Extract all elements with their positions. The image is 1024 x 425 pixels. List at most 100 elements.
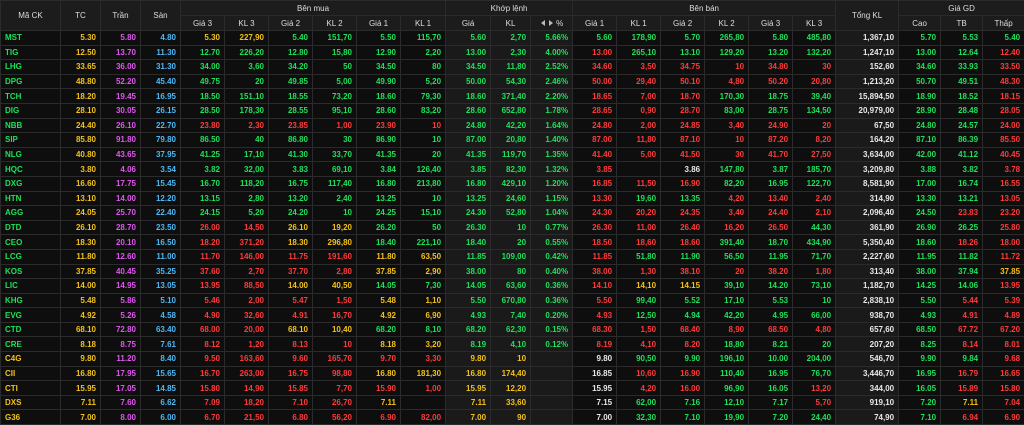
cell: 76,70 <box>792 365 837 382</box>
column-header: Cao <box>898 15 942 31</box>
cell: 67.72 <box>940 321 984 338</box>
stock-code: HTN <box>0 190 61 207</box>
cell: 919,10 <box>835 394 900 411</box>
cell: 2.52% <box>530 59 574 75</box>
cell: 28.48 <box>940 102 984 119</box>
cell: 4.95 <box>748 307 794 323</box>
cell: 11.00 <box>140 248 181 265</box>
cell: 2,30 <box>224 117 269 134</box>
column-group-header: Khớp lệnh <box>445 0 574 16</box>
cell: 1,50 <box>312 292 357 309</box>
cell: 24,60 <box>490 190 532 207</box>
cell: 3,40 <box>704 205 750 221</box>
column-group-header: Giá GD <box>898 0 1024 16</box>
cell: 40.45 <box>982 146 1024 163</box>
cell: 11.95 <box>748 248 794 265</box>
cell: 938,70 <box>835 307 900 323</box>
stock-code: C4G <box>0 351 61 367</box>
cell: 91.80 <box>100 132 141 148</box>
cell: 22.40 <box>140 205 181 221</box>
cell: 13.21 <box>940 190 984 207</box>
cell: 15,80 <box>312 44 357 61</box>
cell: 163,60 <box>224 351 269 367</box>
cell: 48.80 <box>60 73 101 90</box>
cell: 7.00 <box>572 409 618 425</box>
stock-code: G36 <box>0 409 61 425</box>
stock-code: CTI <box>0 380 61 396</box>
cell: 7.17 <box>748 394 794 411</box>
cell: 8.14 <box>940 336 984 353</box>
cell: 1,247,10 <box>835 44 900 61</box>
cell: 20 <box>399 146 447 163</box>
cell: 19,60 <box>616 190 662 207</box>
cell: 4,20 <box>616 380 662 396</box>
cell: 15.95 <box>572 380 618 396</box>
cell: 5.40 <box>268 30 313 46</box>
cell: 15.80 <box>982 380 1024 396</box>
cell: 3.82 <box>180 161 225 177</box>
stock-row: CTD 68.10 72.80 63.40 68.00 20,00 68.10 10,40 68… <box>0 321 1024 338</box>
cell: 18.40 <box>445 234 492 250</box>
cell: 11,80 <box>616 132 662 148</box>
cell: 5.60 <box>445 30 492 46</box>
cell: 11.90 <box>660 248 706 265</box>
cell: 28.65 <box>572 102 618 119</box>
cell: 39,10 <box>704 278 750 294</box>
cell: 10 <box>490 219 532 236</box>
cell: 4.89 <box>982 307 1024 323</box>
cell: 24.15 <box>180 205 225 221</box>
cell: 14.00 <box>100 190 141 207</box>
cell: 0.55% <box>530 234 574 250</box>
cell: 12.70 <box>180 44 225 61</box>
cell: 5.39 <box>982 292 1024 309</box>
cell: 2,30 <box>490 44 532 61</box>
cell: 16.55 <box>982 175 1024 192</box>
cell: 14.05 <box>445 278 492 294</box>
sort-icon[interactable] <box>540 19 554 27</box>
cell: 10 <box>312 336 357 353</box>
stock-code: TCH <box>0 88 61 104</box>
cell: 8.00 <box>100 409 141 425</box>
cell: 24.05 <box>60 205 101 221</box>
stock-code: HQC <box>0 161 61 177</box>
cell: 80 <box>399 59 447 75</box>
cell: 16.95 <box>898 365 942 382</box>
cell: 15.65 <box>140 365 181 382</box>
cell: 7.11 <box>445 394 492 411</box>
cell <box>530 394 574 411</box>
cell <box>399 394 447 411</box>
cell: 1,50 <box>616 321 662 338</box>
cell: 28.05 <box>982 102 1024 119</box>
column-header: Thấp <box>982 15 1024 31</box>
cell: 34.60 <box>898 59 942 75</box>
cell: 30.05 <box>100 102 141 119</box>
cell: 3.85 <box>445 161 492 177</box>
cell: 6.90 <box>982 409 1024 425</box>
cell: 12.50 <box>60 44 101 61</box>
stock-code: CII <box>0 365 61 382</box>
cell: 15.45 <box>140 175 181 192</box>
cell: 17,10 <box>704 292 750 309</box>
cell: 18.90 <box>898 88 942 104</box>
cell: 6.00 <box>140 409 181 425</box>
cell: 12,50 <box>616 307 662 323</box>
cell: 86.80 <box>268 132 313 148</box>
cell: 10 <box>399 132 447 148</box>
cell: 8.25 <box>898 336 942 353</box>
cell: 18.60 <box>445 88 492 104</box>
cell: 196,10 <box>704 351 750 367</box>
cell: 50.00 <box>572 73 618 90</box>
cell: 41.40 <box>572 146 618 163</box>
cell: 13.25 <box>445 190 492 207</box>
cell: 7.00 <box>60 409 101 425</box>
cell: 34.00 <box>180 59 225 75</box>
cell: 80 <box>490 263 532 280</box>
cell: 16,20 <box>704 219 750 236</box>
cell: 28.90 <box>898 102 942 119</box>
cell: 51,80 <box>616 248 662 265</box>
cell: 11.80 <box>356 248 401 265</box>
cell: 7.11 <box>60 394 101 411</box>
cell: 67.20 <box>982 321 1024 338</box>
